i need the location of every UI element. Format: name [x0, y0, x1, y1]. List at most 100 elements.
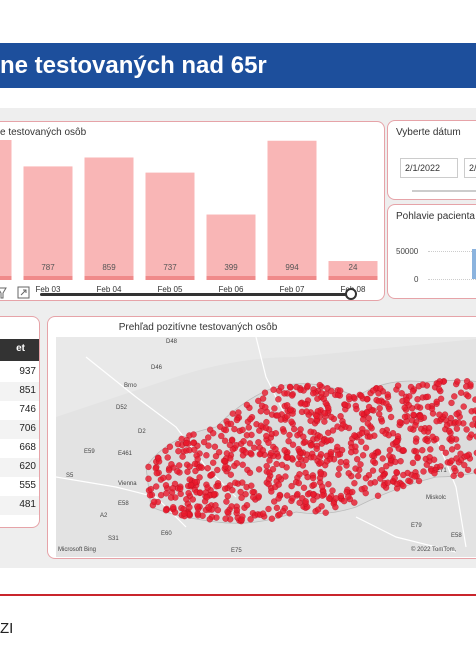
case-location-dot[interactable] [192, 467, 199, 475]
bar-feb-06[interactable] [206, 214, 256, 280]
case-location-dot[interactable] [351, 499, 358, 506]
case-location-dot[interactable] [384, 391, 391, 398]
case-location-dot[interactable] [221, 437, 229, 444]
case-location-dot[interactable] [259, 510, 267, 517]
case-location-dot[interactable] [294, 432, 301, 439]
patient-gender-chart[interactable]: Pohlavie pacienta 50000 0 [387, 204, 476, 299]
case-location-dot[interactable] [340, 421, 347, 428]
case-location-dot[interactable] [186, 463, 193, 470]
case-location-dot[interactable] [177, 485, 184, 492]
case-location-dot[interactable] [246, 469, 254, 476]
zoom-slider-handle[interactable] [345, 288, 357, 300]
case-location-dot[interactable] [374, 492, 382, 499]
case-location-dot[interactable] [248, 482, 255, 489]
case-location-dot[interactable] [191, 460, 199, 468]
case-location-dot[interactable] [424, 403, 432, 410]
case-location-dot[interactable] [437, 395, 445, 402]
case-location-dot[interactable] [327, 449, 335, 456]
table-row[interactable]: 620 [0, 458, 39, 477]
table-row[interactable]: 706 [0, 420, 39, 439]
case-location-dot[interactable] [366, 433, 374, 440]
district-table[interactable]: et 937 851 746 706 668 620 555 481 [0, 316, 40, 528]
case-location-dot[interactable] [229, 446, 236, 453]
case-location-dot[interactable] [322, 509, 329, 516]
case-location-dot[interactable] [153, 470, 160, 477]
case-location-dot[interactable] [431, 470, 438, 477]
table-row[interactable]: 668 [0, 439, 39, 458]
case-location-dot[interactable] [314, 395, 321, 402]
case-location-dot[interactable] [375, 398, 382, 405]
case-location-dot[interactable] [383, 463, 390, 470]
case-location-dot[interactable] [342, 401, 349, 408]
case-location-dot[interactable] [325, 495, 333, 502]
case-location-dot[interactable] [369, 467, 377, 474]
table-row[interactable]: 937 [0, 363, 39, 382]
case-location-dot[interactable] [271, 405, 278, 412]
case-location-dot[interactable] [414, 396, 421, 403]
case-location-dot[interactable] [352, 443, 359, 450]
case-location-dot[interactable] [273, 460, 280, 468]
case-location-dot[interactable] [307, 417, 314, 424]
case-location-dot[interactable] [247, 516, 254, 523]
case-location-dot[interactable] [174, 440, 182, 448]
case-location-dot[interactable] [397, 458, 404, 465]
case-location-dot[interactable] [259, 395, 267, 402]
case-location-dot[interactable] [271, 498, 278, 505]
case-location-dot[interactable] [210, 491, 218, 498]
case-location-dot[interactable] [424, 393, 431, 400]
case-location-dot[interactable] [453, 455, 460, 462]
case-location-dot[interactable] [229, 410, 236, 417]
case-location-dot[interactable] [301, 401, 309, 408]
case-location-dot[interactable] [250, 494, 257, 501]
case-location-dot[interactable] [393, 480, 401, 488]
case-location-dot[interactable] [337, 387, 344, 394]
case-location-dot[interactable] [332, 503, 339, 511]
case-location-dot[interactable] [371, 479, 379, 486]
case-location-dot[interactable] [265, 480, 272, 488]
case-location-dot[interactable] [204, 484, 211, 491]
case-location-dot[interactable] [222, 426, 230, 434]
case-location-dot[interactable] [163, 490, 170, 497]
case-location-dot[interactable] [341, 497, 348, 505]
case-location-dot[interactable] [323, 458, 331, 465]
case-location-dot[interactable] [310, 481, 318, 488]
case-location-dot[interactable] [280, 428, 287, 435]
case-location-dot[interactable] [317, 459, 324, 466]
case-location-dot[interactable] [233, 507, 241, 514]
case-location-dot[interactable] [343, 458, 350, 466]
case-location-dot[interactable] [452, 467, 459, 475]
case-location-dot[interactable] [239, 426, 246, 434]
end-date-input[interactable]: 2/ [464, 158, 476, 178]
case-location-dot[interactable] [359, 452, 367, 459]
case-location-dot[interactable] [205, 442, 212, 449]
table-row[interactable]: 746 [0, 401, 39, 420]
case-location-dot[interactable] [183, 496, 190, 503]
case-location-dot[interactable] [304, 473, 311, 481]
case-location-dot[interactable] [400, 482, 407, 490]
case-location-dot[interactable] [463, 383, 470, 390]
case-location-dot[interactable] [288, 418, 295, 425]
case-location-dot[interactable] [286, 383, 294, 391]
case-location-dot[interactable] [269, 466, 277, 473]
case-location-dot[interactable] [278, 384, 285, 391]
case-location-dot[interactable] [243, 502, 251, 509]
case-location-dot[interactable] [210, 430, 217, 437]
case-location-dot[interactable] [257, 408, 264, 415]
case-location-dot[interactable] [146, 492, 154, 499]
case-location-dot[interactable] [393, 438, 400, 445]
case-location-dot[interactable] [208, 471, 215, 479]
case-location-dot[interactable] [433, 418, 440, 425]
case-location-dot[interactable] [203, 452, 210, 459]
case-location-dot[interactable] [189, 496, 196, 503]
case-location-dot[interactable] [307, 428, 314, 435]
case-location-dot[interactable] [448, 446, 456, 453]
focus-mode-icon[interactable] [17, 286, 30, 299]
case-location-dot[interactable] [165, 467, 173, 474]
case-location-dot[interactable] [247, 415, 254, 423]
case-location-dot[interactable] [423, 461, 430, 468]
case-location-dot[interactable] [441, 411, 449, 418]
case-location-dot[interactable] [355, 472, 362, 480]
case-location-dot[interactable] [295, 479, 302, 487]
case-location-dot[interactable] [255, 493, 262, 500]
bar-feb-05[interactable] [145, 172, 195, 280]
